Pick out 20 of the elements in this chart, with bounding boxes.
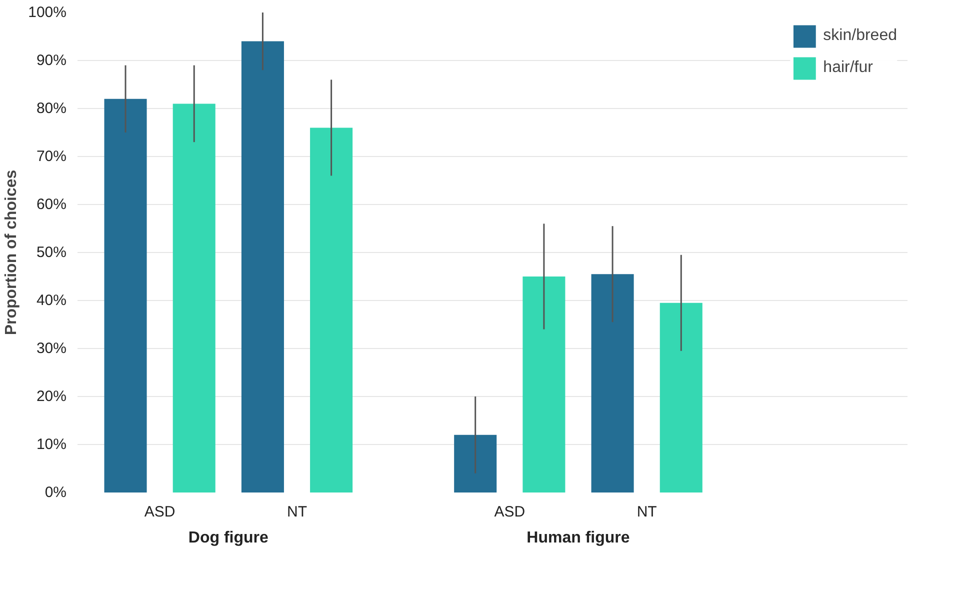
y-tick-label: 100% [28,4,67,21]
y-tick-label: 0% [44,484,67,501]
text: Human figure [526,530,630,546]
x-tick-label: ASD [494,504,526,520]
text: Dog figure [188,530,269,546]
x-tick-label: NT [636,504,657,520]
x-tick-label: NT [287,504,308,520]
y-tick-label: 40% [36,292,67,309]
y-tick-label: 70% [36,148,67,165]
y-tick-label: 20% [36,388,67,405]
y-tick-label: 10% [36,436,67,453]
y-tick-label: 90% [36,52,67,69]
legend-label: hair/fur [823,59,873,77]
x-tick-label: ASD [144,504,176,520]
y-tick-label: 80% [36,100,67,117]
legend-label: skin/breed [823,27,897,45]
y-axis-title: Proportion of choices [3,170,20,336]
y-tick-label: 60% [36,196,67,213]
y-tick-label: 30% [36,340,67,357]
y-tick-label: 50% [36,244,67,261]
